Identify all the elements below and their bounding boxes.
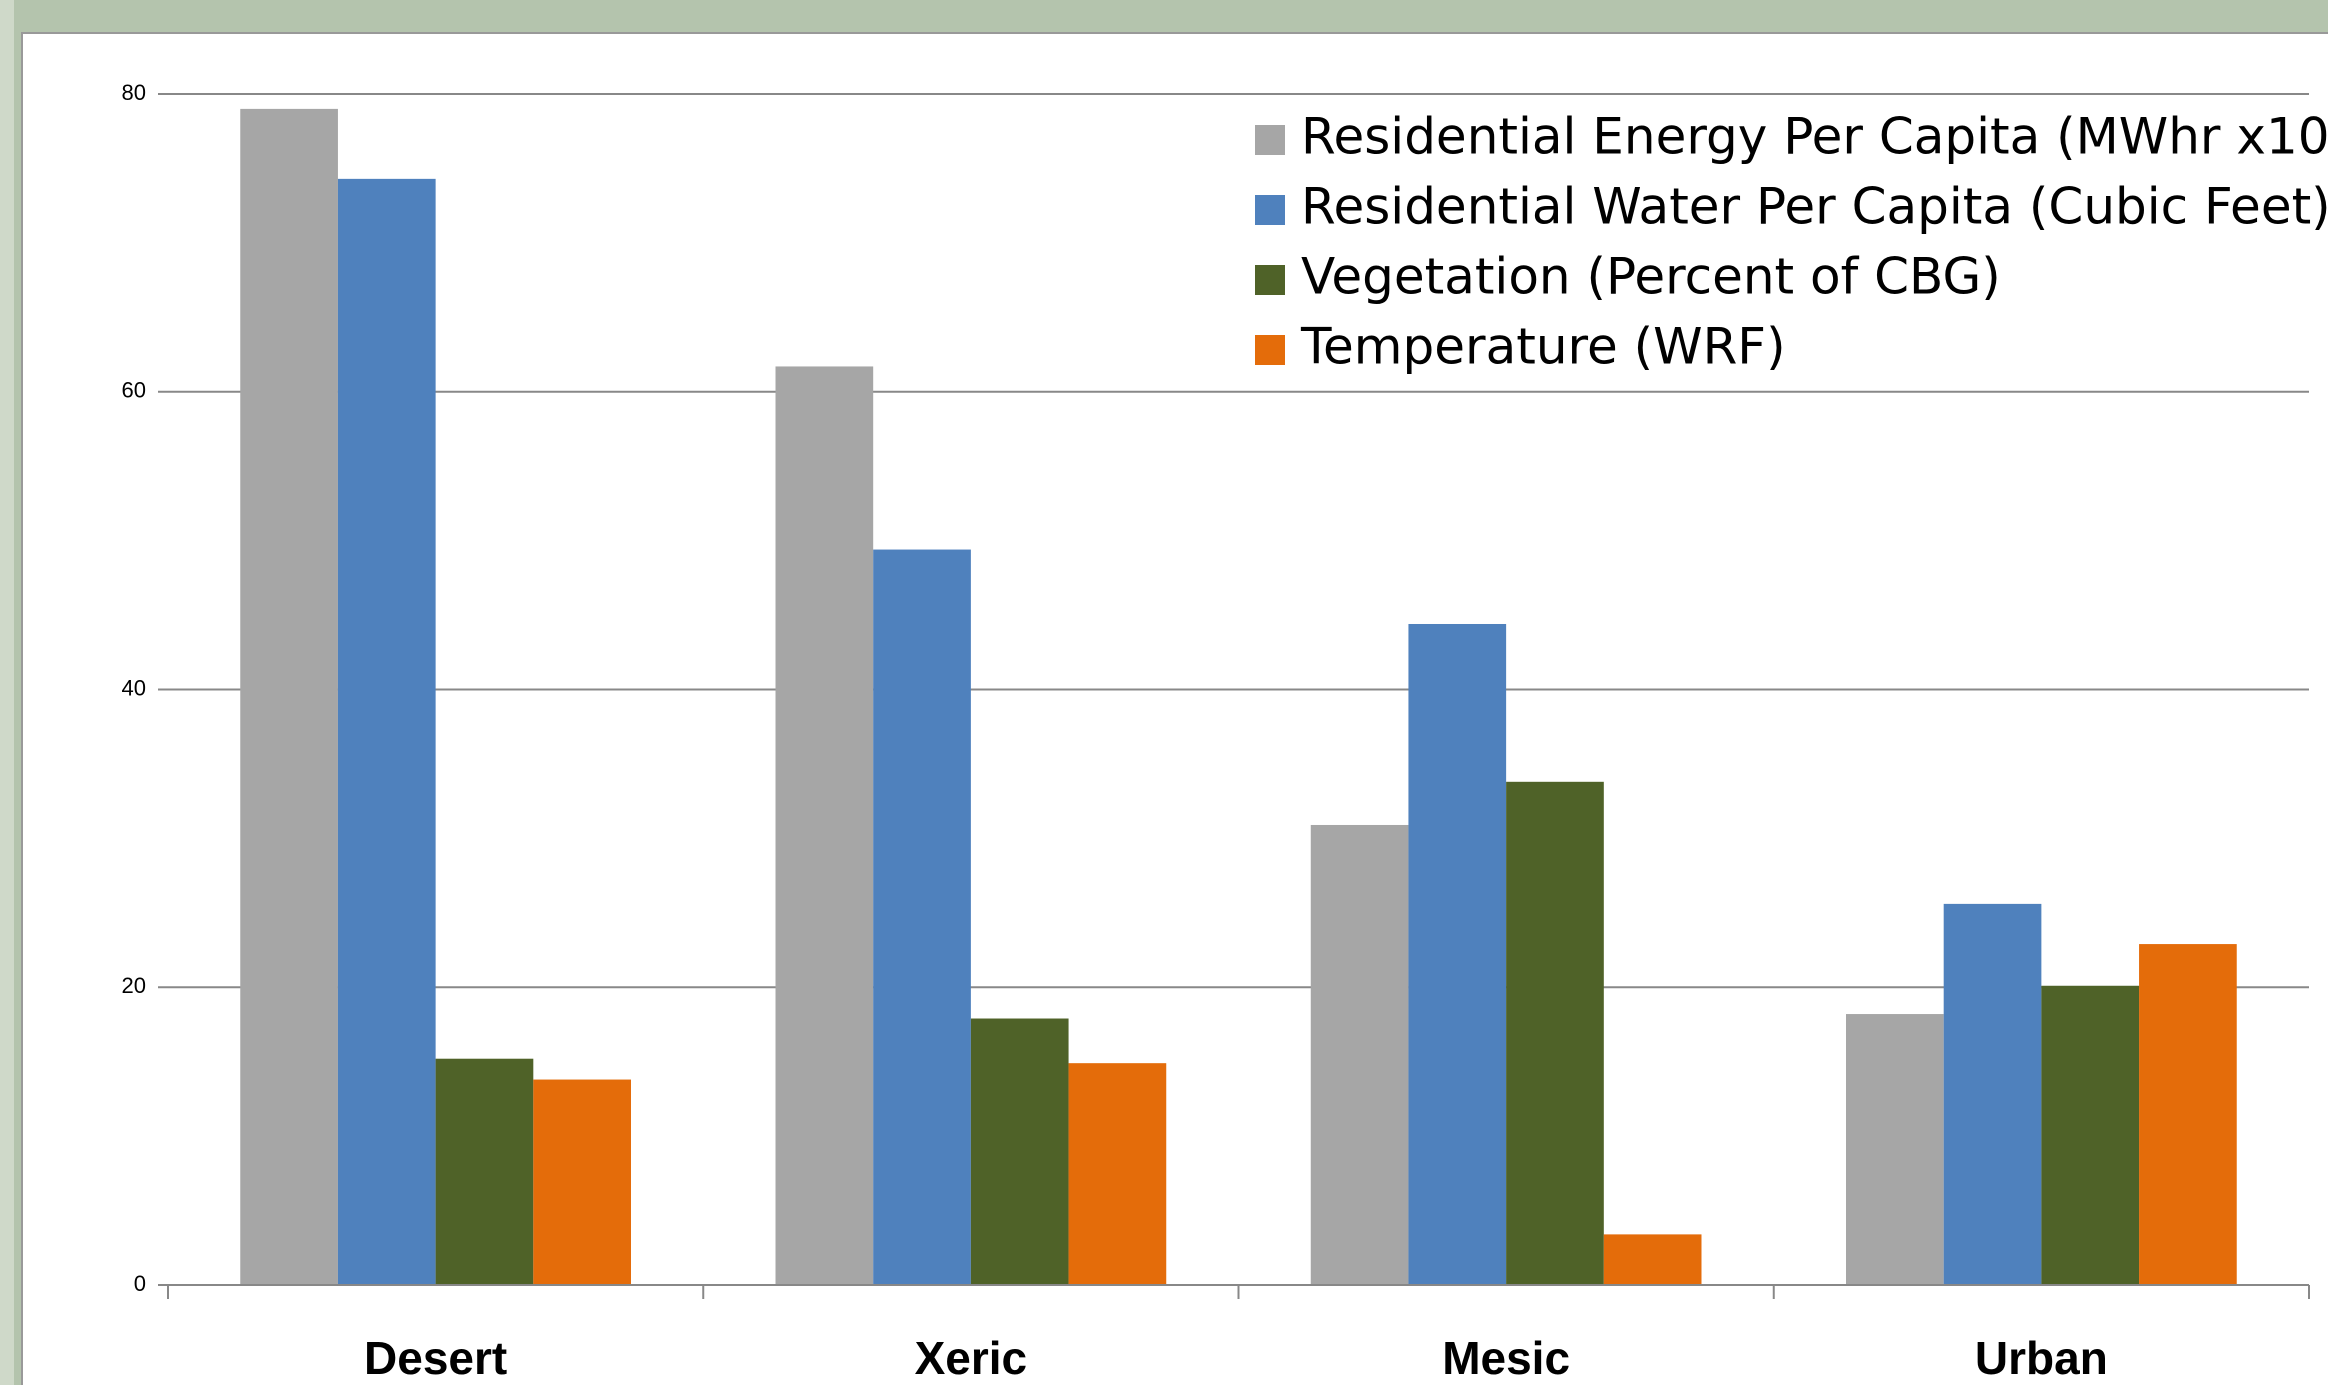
y-tick-label: 0 [134,1271,146,1296]
y-tick-label: 40 [122,675,146,700]
legend-label: Residential Water Per Capita (Cubic Feet… [1301,178,2328,236]
legend-swatch [1255,125,1285,155]
bar [1310,824,1409,1285]
legend-label: Temperature (WRF) [1300,318,1786,376]
bar [970,1018,1069,1285]
y-tick-label: 60 [122,378,146,403]
left-strip [0,0,14,1385]
x-tick-label: Xeric [915,1332,1028,1384]
legend-label: Residential Energy Per Capita (MWhr x10) [1301,108,2328,166]
x-tick-label: Desert [364,1332,507,1384]
y-tick-label: 20 [122,973,146,998]
bar [873,549,971,1285]
y-tick-label: 80 [122,80,146,105]
bar [1846,1014,1944,1285]
bar [1603,1234,1702,1285]
legend-swatch [1255,265,1285,295]
bar [2139,944,2237,1285]
bar [2041,985,2140,1285]
x-tick-label: Urban [1975,1332,2108,1384]
legend-swatch [1255,195,1285,225]
bar [1068,1063,1167,1285]
bar [1506,781,1604,1285]
bar [1408,623,1507,1285]
bar [337,178,436,1285]
bar [1943,903,2042,1285]
bar [775,366,874,1285]
legend-swatch [1255,335,1285,365]
legend-label: Vegetation (Percent of CBG) [1301,248,2001,306]
bar [435,1058,534,1285]
bar [533,1079,631,1285]
x-tick-label: Mesic [1442,1332,1570,1384]
bar [240,108,338,1286]
